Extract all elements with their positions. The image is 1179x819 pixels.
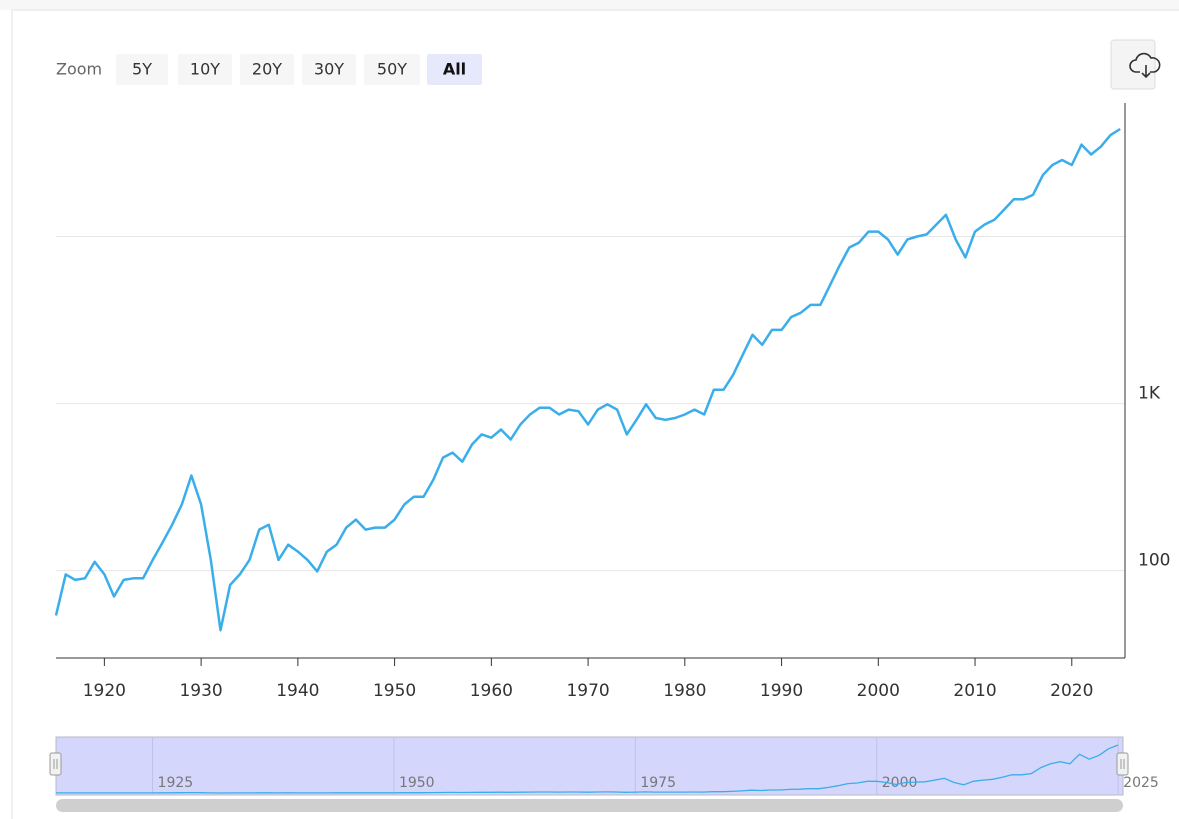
scrollbar[interactable]	[56, 799, 1123, 812]
zoom-buttons: 5Y 10Y 20Y 30Y 50Y All	[116, 54, 482, 85]
x-tick-label: 1960	[470, 681, 513, 701]
y-tick-label: 1K	[1138, 384, 1161, 404]
x-tick-label: 2000	[857, 681, 900, 701]
navigator-handle-grip[interactable]	[53, 759, 58, 769]
zoom-button[interactable]	[427, 54, 482, 85]
zoom-label: Zoom	[56, 60, 102, 79]
download-icon[interactable]	[1129, 52, 1161, 79]
zoom-button-label[interactable]: 20Y	[252, 60, 282, 79]
navigator-label: 1950	[399, 775, 435, 791]
download-button[interactable]	[1110, 39, 1161, 90]
navigator-label: 1925	[158, 775, 194, 791]
x-tick-label: 1990	[760, 681, 803, 701]
x-tick-label: 1950	[373, 681, 416, 701]
zoom-button-label[interactable]: 5Y	[132, 60, 152, 79]
zoom-button-label[interactable]: 30Y	[314, 60, 344, 79]
y-tick-label: 100	[1138, 551, 1170, 571]
zoom-button[interactable]	[240, 54, 294, 85]
zoom-button[interactable]	[178, 54, 232, 85]
zoom-button[interactable]	[302, 54, 356, 85]
zoom-button[interactable]	[116, 54, 168, 85]
x-tick-label: 1940	[276, 681, 319, 701]
x-tick-label: 1970	[566, 681, 609, 701]
x-tick-label: 2020	[1050, 681, 1093, 701]
navigator-label: 2025	[1123, 775, 1159, 791]
plot: 100 1K 1920 1930 1940 1950 1960 1970 1980 1990 200…	[49, 103, 1170, 812]
download-bg[interactable]	[1110, 39, 1156, 90]
navigator-handle[interactable]	[49, 752, 62, 776]
x-tick-label: 1930	[179, 681, 222, 701]
navigator-handle[interactable]	[1116, 752, 1129, 776]
series-line	[54, 127, 1121, 632]
top-strip	[0, 0, 1179, 10]
zoom-button-label[interactable]: 50Y	[377, 60, 407, 79]
zoom-button-label[interactable]: All	[443, 60, 466, 79]
navigator-handle-grip[interactable]	[1120, 759, 1125, 769]
x-tick-label: 1980	[663, 681, 706, 701]
zoom-button[interactable]	[364, 54, 420, 85]
navigator-line	[56, 744, 1119, 794]
navigator-label: 2000	[882, 775, 918, 791]
zoom-button-label[interactable]: 10Y	[190, 60, 220, 79]
navigator	[55, 736, 1124, 796]
x-tick-label: 2010	[953, 681, 996, 701]
x-tick-label: 1920	[83, 681, 126, 701]
navigator-label: 1975	[640, 775, 676, 791]
